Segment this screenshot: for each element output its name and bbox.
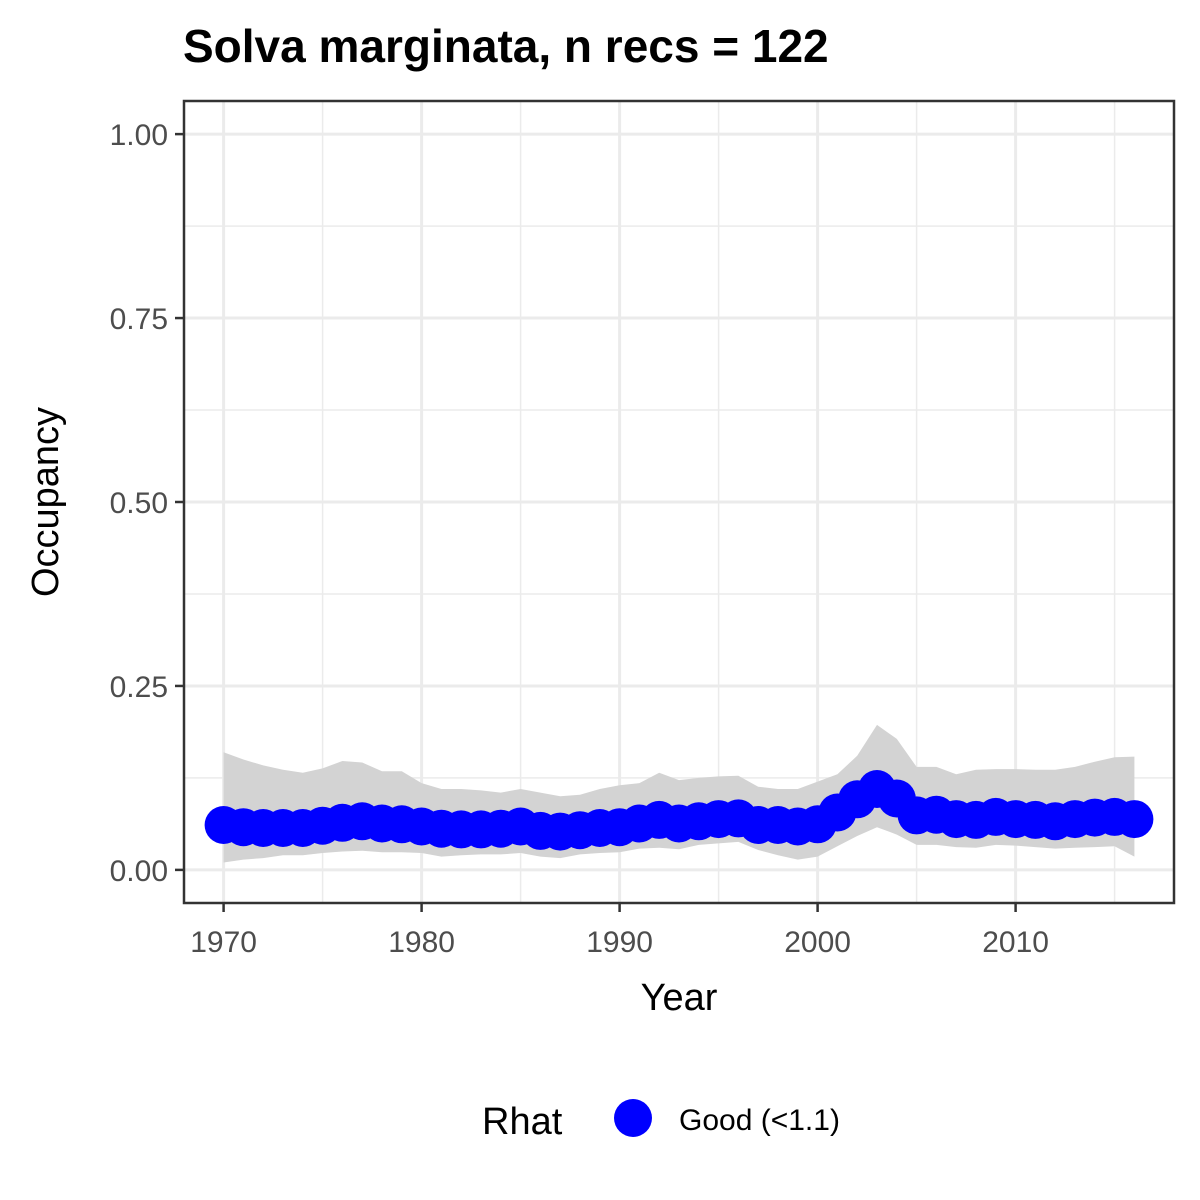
x-tick-label: 1990 xyxy=(586,926,653,959)
x-axis-title: Year xyxy=(641,977,718,1019)
y-tick-label: 0.75 xyxy=(110,303,168,336)
data-point-2016 xyxy=(1115,800,1154,839)
legend-key-good xyxy=(614,1099,652,1137)
x-tick-label: 1970 xyxy=(190,926,257,959)
x-tick-label: 2000 xyxy=(784,926,851,959)
legend-title: Rhat xyxy=(482,1101,563,1143)
x-tick-label: 2010 xyxy=(982,926,1049,959)
y-axis-title: Occupancy xyxy=(25,407,67,597)
y-tick-label: 0.50 xyxy=(110,487,168,520)
legend: Rhat Good (<1.1) xyxy=(482,1099,840,1143)
legend-label-good: Good (<1.1) xyxy=(679,1104,840,1137)
y-tick-label: 0.00 xyxy=(110,855,168,888)
y-tick-label: 0.25 xyxy=(110,671,168,704)
x-tick-label: 1980 xyxy=(388,926,455,959)
chart-title: Solva marginata, n recs = 122 xyxy=(183,20,829,72)
y-tick-label: 1.00 xyxy=(110,119,168,152)
